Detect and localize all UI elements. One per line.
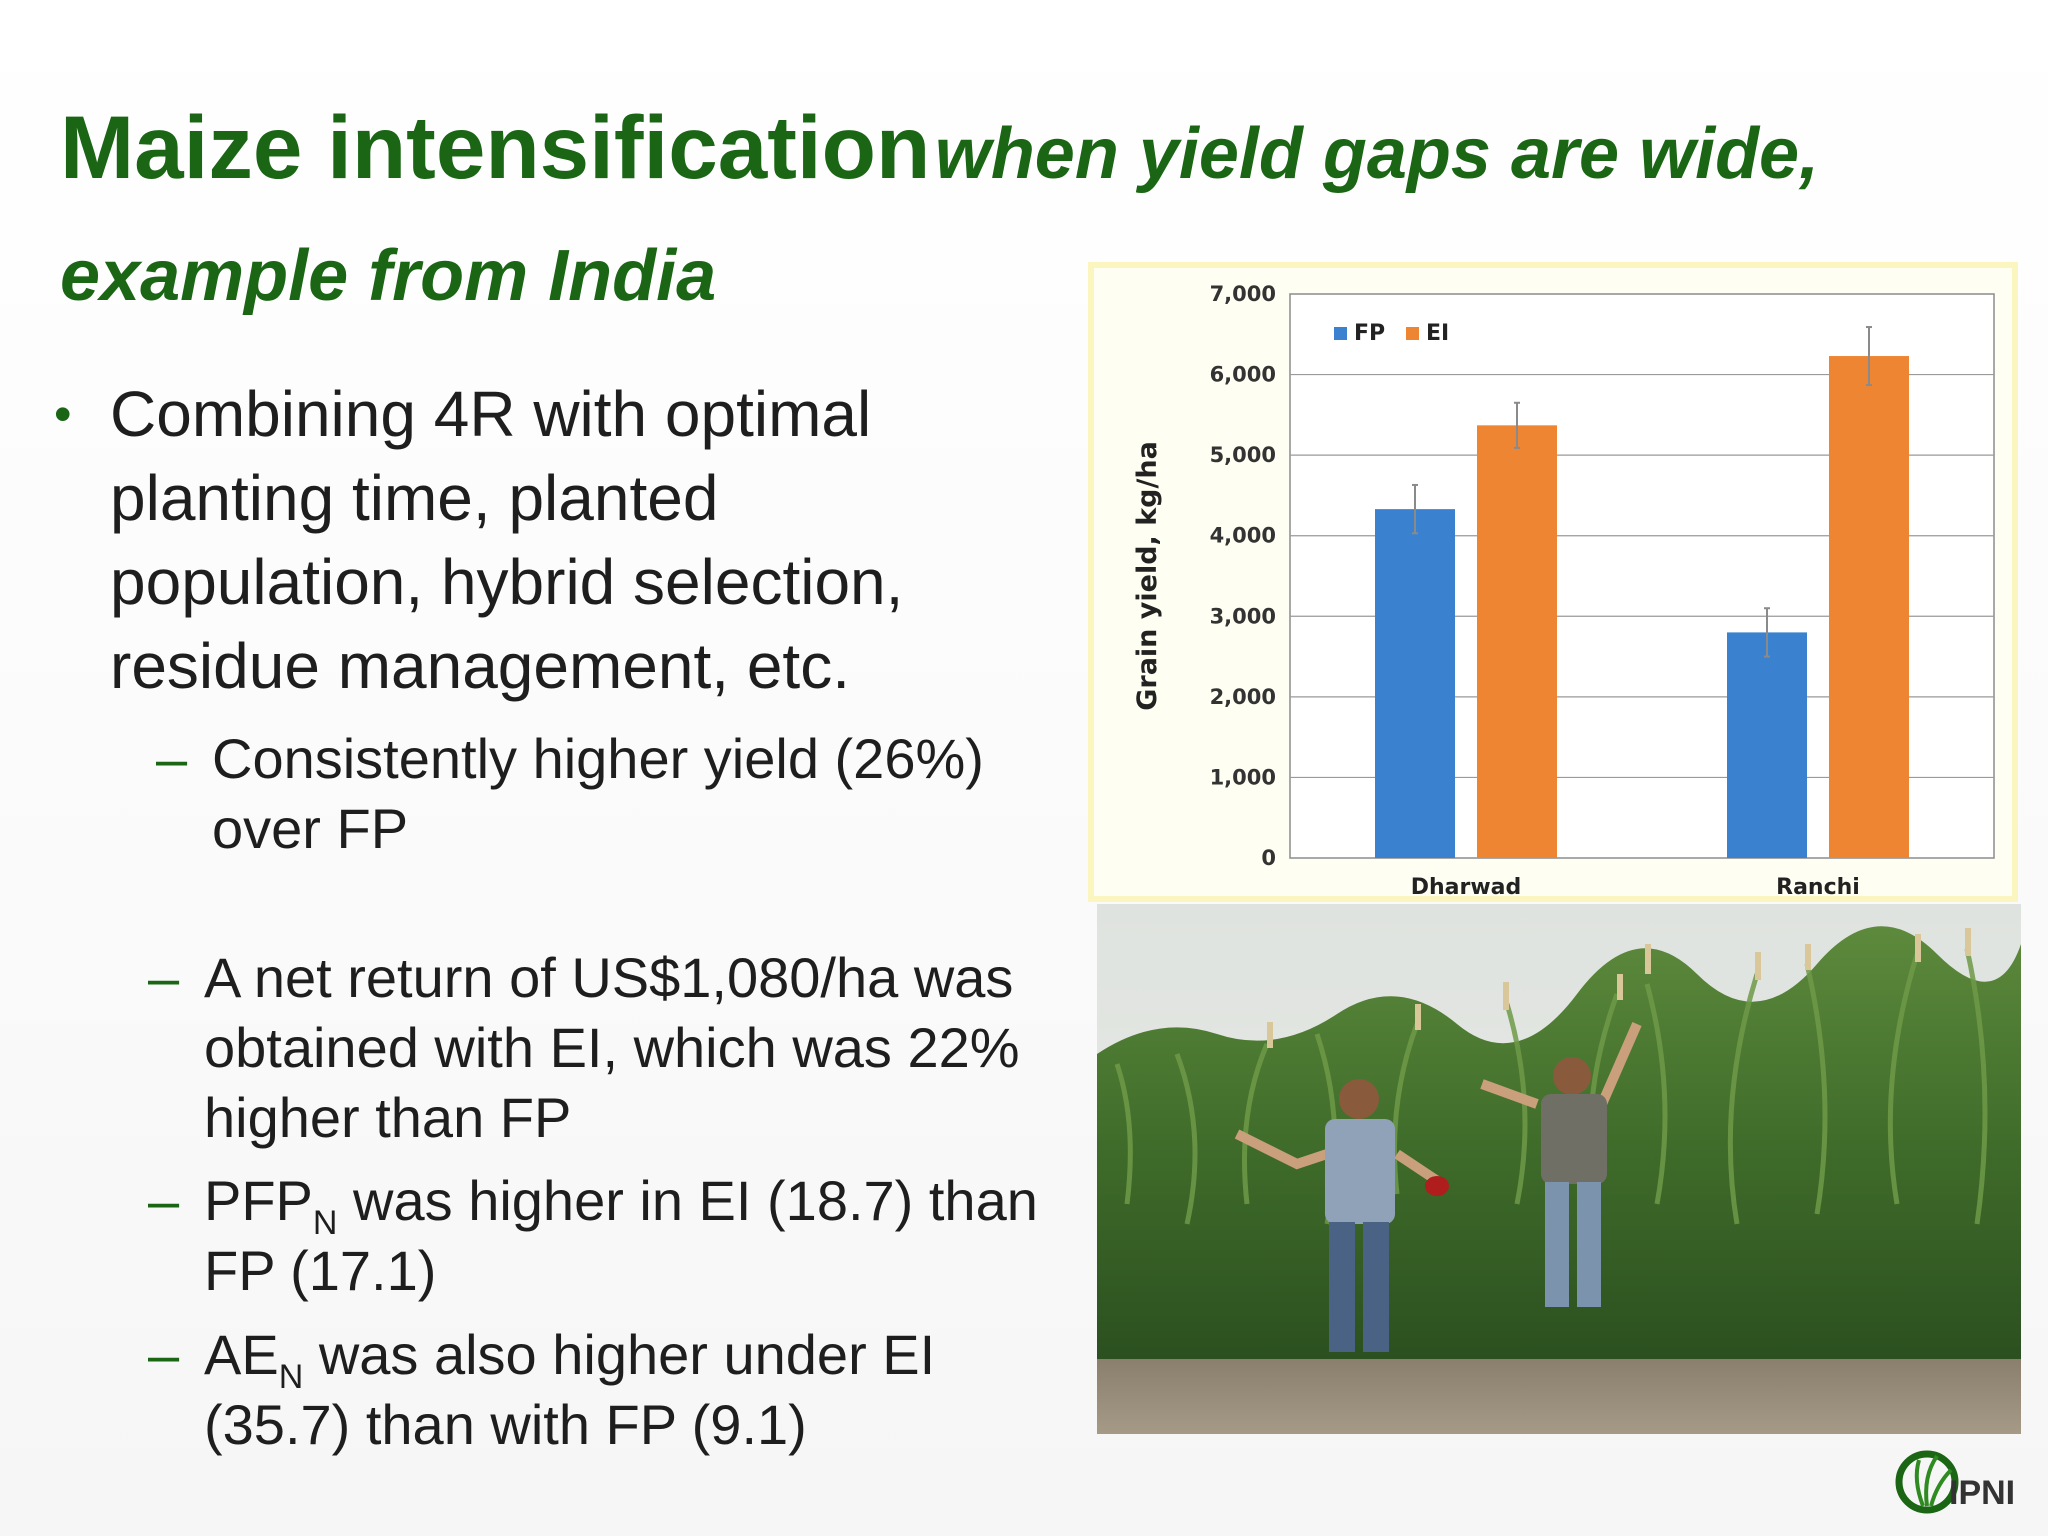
aen-post: was also higher under EI (35.7) than wit… [204, 1323, 936, 1456]
aen-subscript: N [278, 1358, 304, 1396]
y-tick-label: 6,000 [1210, 363, 1276, 387]
pfpn-post: was higher in EI (18.7) than FP (17.1) [204, 1169, 1038, 1302]
y-tick-label: 2,000 [1210, 685, 1276, 709]
y-tick-label: 7,000 [1210, 282, 1276, 306]
y-tick-label: 1,000 [1210, 765, 1276, 789]
legend-swatch-ei [1406, 327, 1419, 340]
slide-title: Maize intensification when yield gaps ar… [60, 96, 2000, 347]
legend-label-ei: EI [1426, 321, 1449, 346]
subbullet-dash: – [148, 1169, 180, 1232]
y-tick-label: 4,000 [1210, 524, 1276, 548]
pfpn-subscript: N [312, 1204, 338, 1242]
y-tick-label: 0 [1261, 846, 1276, 870]
subbullet-aen-text: AEN was also higher under EI (35.7) than… [204, 1320, 1044, 1460]
legend-label-fp: FP [1354, 321, 1385, 346]
photo-person-right [1480, 1021, 1642, 1307]
bar-ei-ranchi [1829, 356, 1909, 858]
title-sub-line2: example from India [60, 236, 717, 316]
maize-field-photo [1097, 904, 2021, 1434]
x-category-label: Dharwad [1411, 875, 1522, 896]
y-axis-label: Grain yield, kg/ha [1132, 441, 1163, 711]
bullet-main-text: Combining 4R with optimal planting time,… [110, 378, 904, 702]
chart-panel: 0 1,000 2,000 3,000 4,000 5,000 6,000 7,000 Grai… [1088, 262, 2018, 902]
subbullet-yield-text: Consistently higher yield (26%) over FP [212, 727, 984, 860]
yield-bar-chart: 0 1,000 2,000 3,000 4,000 5,000 6,000 7,000 Grai… [1132, 282, 1995, 896]
maize-field-image [1097, 904, 2021, 1434]
legend-swatch-fp [1334, 327, 1347, 340]
aen-pre: AE [204, 1323, 279, 1386]
subbullet-dash: – [156, 727, 188, 790]
title-sub-line1: when yield gaps are wide, [934, 114, 1820, 194]
bar-fp-dharwad [1375, 509, 1455, 858]
ipni-logo-text: IPNI [1949, 1474, 2016, 1512]
photo-person-left [1234, 1079, 1449, 1352]
y-tick-label: 3,000 [1210, 604, 1276, 628]
photo-tassels [1267, 928, 1971, 1048]
y-tick-label: 5,000 [1210, 443, 1276, 467]
subbullet-dash: – [148, 946, 180, 1009]
photo-soil [1097, 1359, 2021, 1434]
x-category-label: Ranchi [1776, 875, 1860, 896]
photo-corn-leaves [1114, 948, 1988, 1225]
bar-fp-ranchi [1727, 632, 1807, 858]
ipni-logo: IPNI [1893, 1436, 2043, 1526]
bullet-dot: • [54, 386, 72, 442]
subbullet-pfpn-text: PFPN was higher in EI (18.7) than FP (17… [204, 1166, 1044, 1306]
ipni-logo-emblem [1895, 1450, 1959, 1514]
subbullet-dash: – [148, 1323, 180, 1386]
pfpn-pre: PFP [204, 1169, 313, 1232]
title-main: Maize intensification [60, 97, 931, 197]
subbullet-net-return-text: A net return of US$1,080/ha was obtained… [204, 946, 1020, 1149]
bar-ei-dharwad [1477, 425, 1557, 858]
